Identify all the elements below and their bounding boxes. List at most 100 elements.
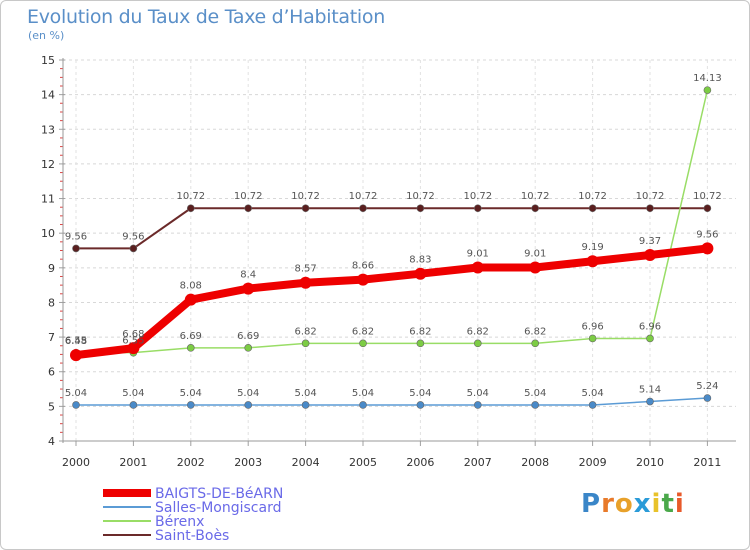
data-point-baigts-de-b-arn — [70, 349, 82, 362]
data-label-salles-mongiscard: 5.04 — [180, 388, 202, 399]
data-point-salles-mongiscard — [531, 401, 540, 409]
data-label-b-renx: 6.82 — [524, 326, 546, 337]
logo-letter: r — [601, 489, 615, 519]
data-point-salles-mongiscard — [301, 401, 310, 409]
data-label-baigts-de-b-arn: 9.19 — [581, 242, 603, 253]
y-tick-label: 11 — [41, 193, 55, 206]
data-label-salles-mongiscard: 5.04 — [467, 388, 489, 399]
data-label-salles-mongiscard: 5.14 — [639, 385, 661, 396]
data-point-salles-mongiscard — [359, 401, 367, 409]
data-point-b-renx — [531, 339, 540, 348]
data-point-baigts-de-b-arn — [471, 261, 484, 274]
data-point-salles-mongiscard — [72, 401, 80, 409]
y-tick-label: 14 — [41, 89, 55, 102]
data-label-saint-bo-s: 10.72 — [406, 191, 435, 202]
data-labels: 9.56 9.56 10.72 10.72 10.72 10.72 10.72 10.72 10… — [65, 73, 722, 399]
x-tick-label: 2010 — [636, 456, 664, 469]
data-label-b-renx: 14.13 — [693, 73, 722, 84]
data-point-saint-bo-s — [72, 244, 80, 253]
chart-title: Evolution du Taux de Taxe d’Habitation — [27, 6, 385, 28]
legend: BAIGTS-DE-BéARNSalles-MongiscardBérenxSa… — [103, 486, 283, 544]
data-point-saint-bo-s — [646, 204, 654, 213]
proxiti-logo: Proxiti — [581, 489, 685, 519]
axes: 4 5 6 7 8 9 10 11 12 13 14 15 2000 2001 2002 2003 2004 20… — [41, 54, 736, 469]
series-line-baigts-de-b-arn — [72, 244, 712, 360]
data-label-saint-bo-s: 10.72 — [636, 191, 665, 202]
data-point-baigts-de-b-arn — [414, 267, 427, 280]
y-tick-label: 5 — [48, 400, 55, 413]
x-tick-label: 2000 — [62, 456, 90, 469]
y-tick-label: 8 — [48, 296, 55, 309]
data-label-baigts-de-b-arn: 8.83 — [409, 255, 431, 266]
logo-letter: o — [614, 489, 634, 519]
data-point-baigts-de-b-arn — [357, 273, 369, 286]
data-point-saint-bo-s — [187, 204, 195, 213]
data-point-baigts-de-b-arn — [701, 242, 714, 255]
x-tick-label: 2002 — [177, 456, 205, 469]
data-label-saint-bo-s: 10.72 — [463, 191, 492, 202]
y-tick-label: 7 — [48, 331, 55, 344]
data-label-baigts-de-b-arn: 8.66 — [352, 261, 374, 272]
x-tick-label: 2004 — [292, 456, 320, 469]
data-label-baigts-de-b-arn: 9.56 — [696, 229, 718, 240]
data-label-baigts-de-b-arn: 6.68 — [122, 329, 144, 340]
data-point-salles-mongiscard — [473, 401, 482, 409]
data-label-salles-mongiscard: 5.04 — [294, 388, 316, 399]
y-tick-label: 6 — [48, 366, 55, 379]
data-label-baigts-de-b-arn: 9.37 — [639, 236, 661, 247]
data-label-baigts-de-b-arn: 6.48 — [65, 336, 87, 347]
data-label-baigts-de-b-arn: 9.01 — [524, 248, 546, 259]
data-point-b-renx — [244, 344, 252, 352]
data-label-saint-bo-s: 9.56 — [65, 231, 87, 242]
data-point-saint-bo-s — [244, 204, 252, 213]
data-label-saint-bo-s: 10.72 — [349, 191, 378, 202]
data-label-baigts-de-b-arn: 8.08 — [180, 281, 202, 292]
data-label-salles-mongiscard: 5.04 — [524, 388, 546, 399]
data-point-b-renx — [416, 339, 425, 348]
x-tick-label: 2009 — [579, 456, 607, 469]
data-label-saint-bo-s: 10.72 — [176, 191, 205, 202]
logo-letter: P — [581, 489, 602, 519]
data-point-baigts-de-b-arn — [644, 249, 656, 262]
data-label-saint-bo-s: 10.72 — [578, 191, 607, 202]
series-line-b-renx — [75, 89, 709, 354]
y-tick-label: 9 — [48, 262, 55, 275]
data-point-salles-mongiscard — [588, 401, 597, 409]
data-label-b-renx: 6.55 — [65, 336, 87, 347]
x-tick-label: 2001 — [119, 456, 147, 469]
data-label-b-renx: 6.82 — [294, 326, 316, 337]
data-point-baigts-de-b-arn — [184, 293, 197, 306]
data-point-b-renx — [301, 339, 310, 348]
data-point-b-renx — [187, 344, 195, 352]
data-label-b-renx: 6.55 — [122, 336, 144, 347]
legend-label-saint-bo-s: Saint-Boès — [155, 528, 229, 544]
data-label-salles-mongiscard: 5.04 — [581, 388, 603, 399]
data-label-salles-mongiscard: 5.04 — [352, 388, 374, 399]
series-line-salles-mongiscard — [75, 397, 709, 406]
x-tick-label: 2008 — [521, 456, 549, 469]
data-point-baigts-de-b-arn — [127, 342, 140, 355]
x-tick-label: 2006 — [406, 456, 434, 469]
data-point-saint-bo-s — [703, 204, 712, 213]
grid-lines — [63, 59, 736, 442]
data-label-saint-bo-s: 10.72 — [521, 191, 550, 202]
data-label-b-renx: 6.82 — [467, 326, 489, 337]
data-label-b-renx: 6.69 — [180, 331, 202, 342]
series-line-saint-bo-s — [75, 207, 709, 250]
data-point-b-renx — [646, 334, 654, 343]
data-label-saint-bo-s: 10.72 — [291, 191, 320, 202]
series-lines — [70, 86, 714, 409]
logo-letter: i — [674, 489, 685, 519]
data-label-b-renx: 6.96 — [639, 321, 661, 332]
legend-label-salles-mongiscard: Salles-Mongiscard — [155, 500, 281, 516]
x-tick-label: 2005 — [349, 456, 377, 469]
data-point-saint-bo-s — [531, 204, 540, 213]
data-point-saint-bo-s — [359, 204, 367, 213]
y-tick-label: 13 — [41, 123, 55, 136]
logo-letter: i — [651, 489, 662, 519]
data-point-saint-bo-s — [129, 244, 138, 253]
data-label-salles-mongiscard: 5.04 — [65, 388, 87, 399]
data-label-b-renx: 6.96 — [581, 321, 603, 332]
data-point-baigts-de-b-arn — [586, 255, 599, 268]
